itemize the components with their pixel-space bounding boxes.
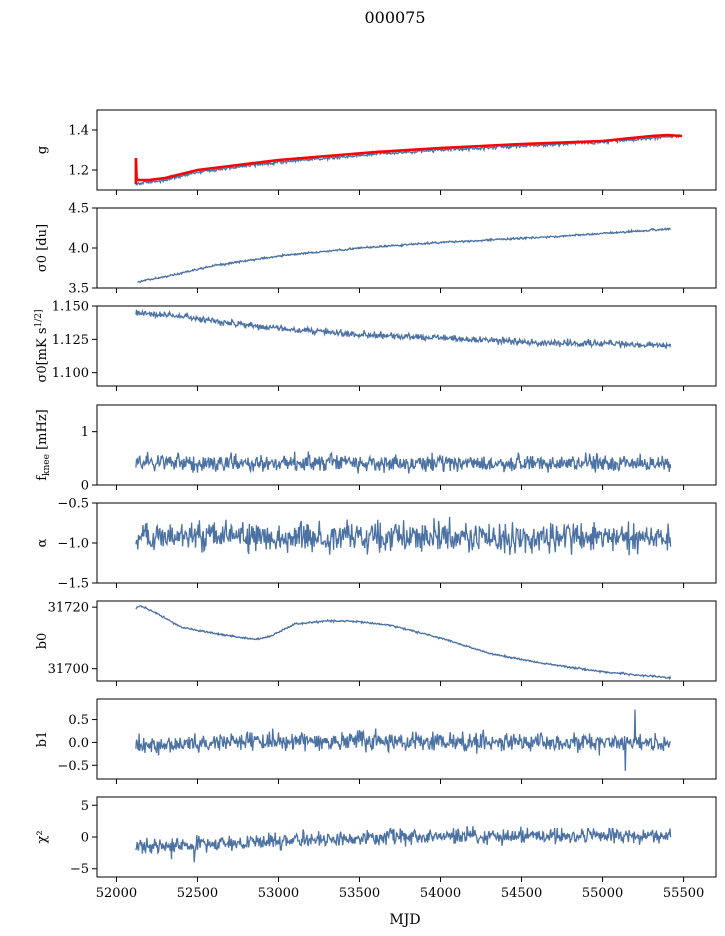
y-tick-label: 0 [81,479,89,494]
axes-frame [96,600,717,682]
series-line [135,826,672,863]
y-tick-label: 4.0 [68,242,89,257]
y-axis-label: α [35,538,50,547]
y-tick-label: 31700 [48,662,89,677]
series-line [137,227,671,284]
y-axis-label: fknee [mHz] [35,409,52,481]
figure-title: 000075 [364,8,425,27]
y-axis-label: b1 [35,731,50,748]
x-tick-label: 53000 [258,886,299,901]
subplot-8: −5 0 5 χ² [35,796,717,882]
series-line [135,516,672,556]
reference-line [134,133,683,184]
y-axis-label: χ² [35,830,50,843]
y-tick-label: 0.5 [68,713,89,728]
axes-frame [96,404,717,486]
shared-x-axis: 52000 52500 53000 53500 54000 54500 55000 55500 [96,886,705,901]
series-line [135,308,672,350]
y-tick-label: 3.5 [68,282,89,297]
subplot-4: 0 1 fknee [mHz] [35,404,717,494]
y-tick-label: −0.5 [57,759,89,774]
subplot-7: −0.5 0.0 0.5 b1 [35,698,717,784]
x-tick-label: 52000 [96,886,137,901]
series-line [135,709,671,771]
y-tick-label: 1.2 [68,164,89,179]
y-tick-label: 1 [81,425,89,440]
y-tick-label: 1.125 [52,333,89,348]
subplot-2: 3.5 4.0 4.5 σ0 [du] [35,202,717,297]
axes-frame [96,305,717,387]
x-tick-label: 55000 [582,886,623,901]
x-axis-label: MJD [389,912,420,928]
subplot-1: 1.2 1.4 g [35,109,717,195]
y-axis-label: g [35,146,50,154]
y-tick-label: 1.4 [68,124,89,139]
axes-frame [96,109,717,191]
y-axis-label: σ0[mK s1/2] [34,309,50,382]
series-line [135,605,672,681]
y-tick-label: −5 [70,862,89,877]
subplot-5: −1.5 −1.0 −0.5 α [35,497,717,592]
y-tick-label: 5 [81,799,89,814]
y-axis-label: b0 [35,633,50,650]
y-tick-label: 1.150 [52,300,89,315]
x-tick-label: 55500 [663,886,704,901]
y-tick-label: 31720 [48,601,89,616]
y-tick-label: 4.5 [68,202,89,217]
x-tick-label: 54500 [501,886,542,901]
y-tick-label: 0.0 [68,736,89,751]
series-line [135,450,672,474]
axes-frame [96,698,717,780]
axes-frame [96,207,717,289]
y-tick-label: 1.100 [52,366,89,381]
y-tick-label: −0.5 [57,497,89,512]
y-tick-label: −1.5 [57,577,89,592]
x-tick-label: 53500 [339,886,380,901]
subplot-6: 31700 31720 b0 [35,600,717,686]
series-line [135,133,682,186]
y-axis-label: σ0 [du] [35,224,50,272]
x-tick-label: 52500 [177,886,218,901]
x-tick-label: 54000 [420,886,461,901]
y-tick-label: 0 [81,831,89,846]
subplot-stack: 1.2 1.4 g 3.5 4.0 4.5 σ0 [du] 1.100 1.125 1.150σ0… [34,109,717,882]
y-tick-label: −1.0 [57,537,89,552]
